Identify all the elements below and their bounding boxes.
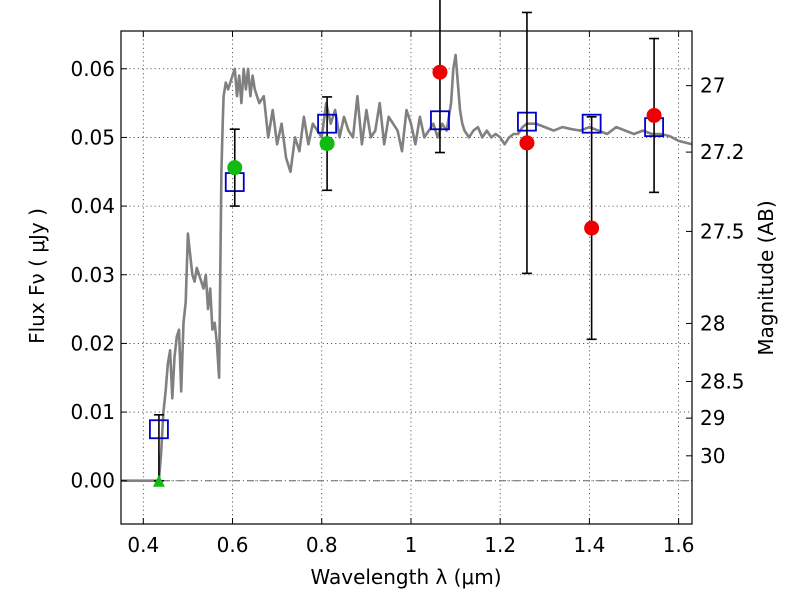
magnitude-tick-label: 27.2	[700, 140, 745, 164]
data-point	[227, 160, 243, 176]
magnitude-tick-label: 27	[700, 74, 725, 98]
upper-limit-marker	[152, 474, 165, 487]
series-upper_limit	[152, 414, 165, 487]
y-axis-label: Flux Fν ( μJy )	[25, 208, 49, 344]
y-tick-label: 0.01	[70, 400, 115, 424]
y-tick-label: 0.03	[70, 263, 115, 287]
x-tick-label: 1.6	[663, 533, 695, 557]
y-tick-label: 0.02	[70, 331, 115, 355]
y-tick-label: 0.05	[70, 125, 115, 149]
magnitude-tick-label: 28	[700, 311, 725, 335]
x-tick-label: 1	[405, 533, 418, 557]
y-tick-label: 0.00	[70, 469, 115, 493]
series-detections_red	[432, 0, 662, 341]
data-point	[646, 107, 662, 123]
data-point	[519, 135, 535, 151]
series-model_spectrum	[121, 53, 693, 482]
magnitude-axis-label: Magnitude (AB)	[754, 200, 778, 355]
y-tick-label: 0.04	[70, 194, 115, 218]
magnitude-tick-label: 27.5	[700, 219, 745, 243]
series-detections_green	[227, 96, 335, 207]
x-tick-label: 1.2	[484, 533, 516, 557]
y-tick-label: 0.06	[70, 57, 115, 81]
series-layer	[121, 0, 693, 487]
data-point	[432, 64, 448, 80]
magnitude-tick-label: 28.5	[700, 369, 745, 393]
x-tick-label: 1.4	[573, 533, 605, 557]
plot-frame	[120, 30, 693, 525]
data-point	[319, 136, 335, 152]
data-point	[584, 220, 600, 236]
ticks-layer: 0.4 0.6 0.8 1 1.2 1.4 1.6 0.00 0.01 0.02 0.03 0.04 0…	[70, 31, 745, 557]
magnitude-tick-label: 29	[700, 406, 725, 430]
model-spectrum-line	[121, 53, 693, 482]
x-tick-label: 0.6	[217, 533, 249, 557]
x-tick-label: 0.8	[306, 533, 338, 557]
x-tick-label: 0.4	[127, 533, 159, 557]
x-axis-label: Wavelength λ (μm)	[310, 565, 501, 589]
magnitude-tick-label: 30	[700, 444, 725, 468]
